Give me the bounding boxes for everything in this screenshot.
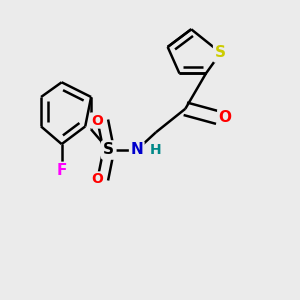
Text: S: S (103, 142, 114, 158)
Text: O: O (91, 114, 103, 128)
Text: H: H (150, 143, 162, 157)
Text: F: F (56, 163, 67, 178)
Text: S: S (215, 45, 226, 60)
Text: N: N (130, 142, 143, 158)
Text: O: O (91, 172, 103, 186)
Text: O: O (219, 110, 232, 125)
